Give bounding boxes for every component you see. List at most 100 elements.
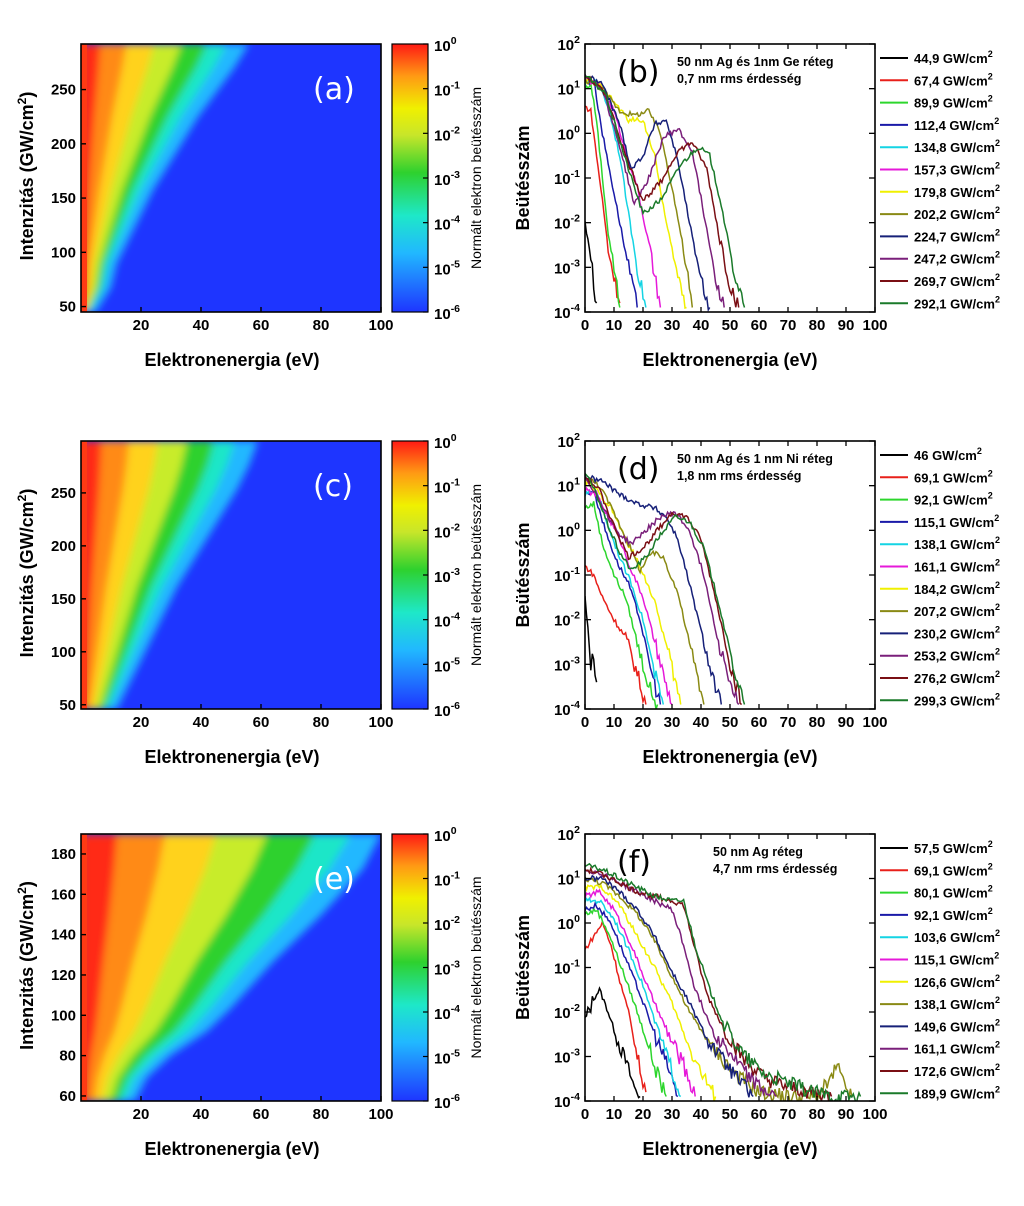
series-group — [585, 862, 862, 1101]
colorbar-tick-label: 10-6 — [434, 700, 460, 720]
annotation-line: 0,7 nm rms érdesség — [677, 72, 801, 86]
series-line — [585, 862, 862, 1101]
colorbar-title: Normált elektron beütésszám — [468, 484, 484, 666]
legend-label: 161,1 GW/cm2 — [914, 1040, 1000, 1057]
series-line — [585, 472, 746, 705]
heatmap-panel-a: 20 40 60 80 100 50 100 150 200 250 Elektronenergia… — [15, 35, 484, 370]
x-tick-label: 60 — [253, 714, 270, 731]
y-tick-label: 10-1 — [554, 168, 580, 188]
x-tick-label: 90 — [838, 714, 855, 731]
legend-label: 179,8 GW/cm2 — [914, 183, 1000, 200]
y-tick-label: 180 — [51, 846, 76, 863]
annotation-line: 50 nm Ag és 1 nm Ni réteg — [677, 452, 833, 466]
x-tick-label: 0 — [581, 714, 589, 731]
y-tick-label: 150 — [51, 591, 76, 608]
y-tick-label: 10-1 — [554, 958, 580, 978]
colorbar-tick-label: 10-5 — [434, 258, 460, 278]
y-tick-label: 50 — [59, 299, 76, 316]
y-tick-label: 250 — [51, 485, 76, 502]
legend-label: 46 GW/cm2 — [914, 446, 982, 463]
x-tick-label: 100 — [862, 317, 887, 334]
legend-label: 138,1 GW/cm2 — [914, 535, 1000, 552]
colorbar-tick-label: 10-2 — [434, 914, 460, 934]
x-tick-label: 30 — [664, 1106, 681, 1123]
series-line — [585, 919, 647, 1093]
x-tick-label: 60 — [253, 317, 270, 334]
colorbar-tick-label: 10-3 — [434, 169, 460, 189]
legend-label: 224,7 GW/cm2 — [914, 227, 1000, 244]
x-tick-label: 20 — [635, 1106, 652, 1123]
legend-label: 89,9 GW/cm2 — [914, 94, 993, 111]
colorbar-tick-label: 10-1 — [434, 477, 460, 497]
x-tick-label: 10 — [606, 317, 623, 334]
x-tick-label: 50 — [722, 1106, 739, 1123]
legend-label: 57,5 GW/cm2 — [914, 839, 993, 856]
colorbar — [391, 833, 429, 1102]
y-tick-label: 10-4 — [554, 1091, 580, 1111]
colorbar-title: Normált elektron beütésszám — [468, 876, 484, 1058]
panel-label: (e) — [313, 862, 355, 897]
series-line — [585, 901, 679, 1098]
heatmap-edge — [81, 441, 87, 709]
x-tick-label: 50 — [722, 714, 739, 731]
x-axis-title: Elektronenergia (eV) — [144, 1139, 319, 1159]
series-group — [585, 472, 746, 709]
legend-label: 92,1 GW/cm2 — [914, 906, 993, 923]
x-axis-title: Elektronenergia (eV) — [642, 1139, 817, 1159]
y-tick-label: 10-2 — [554, 1002, 580, 1022]
legend-label: 69,1 GW/cm2 — [914, 468, 993, 485]
x-tick-label: 80 — [809, 714, 826, 731]
series-line — [585, 501, 659, 709]
annotation-line: 1,8 nm rms érdesség — [677, 469, 801, 483]
x-tick-label: 70 — [780, 1106, 797, 1123]
y-tick-label: 10-1 — [554, 565, 580, 585]
colorbar-tick-label: 10-5 — [434, 1048, 460, 1068]
series-line — [585, 490, 662, 705]
colorbar-tick-label: 10-1 — [434, 80, 460, 100]
legend-label: 134,8 GW/cm2 — [914, 138, 1000, 155]
colorbar-tick-label: 10-2 — [434, 521, 460, 541]
legend-label: 92,1 GW/cm2 — [914, 491, 993, 508]
y-axis-title: Intenzitás (GW/cm2) — [15, 881, 37, 1050]
x-tick-label: 10 — [606, 1106, 623, 1123]
y-tick-label: 140 — [51, 927, 76, 944]
series-line — [585, 476, 740, 705]
x-tick-label: 40 — [193, 317, 210, 334]
y-tick-label: 102 — [557, 824, 580, 844]
x-tick-label: 40 — [693, 1106, 710, 1123]
y-tick-label: 101 — [557, 79, 580, 99]
line-plot-panel-f: 0 10 20 30 40 50 60 70 80 90 100 10-4 10-3 10-2 10-1 10… — [513, 824, 1000, 1159]
colorbar-tick-label: 100 — [434, 35, 457, 55]
panel-label: (c) — [313, 469, 353, 504]
y-axis-title: Beütésszám — [513, 125, 533, 230]
line-plot-panel-d: 0 10 20 30 40 50 60 70 80 90 100 10-4 10-3 10-2 10-1 10… — [513, 431, 1000, 767]
legend-label: 115,1 GW/cm2 — [914, 513, 999, 530]
colorbar-tick-label: 100 — [434, 825, 457, 845]
colorbar-tick-label: 10-4 — [434, 214, 460, 234]
heatmap-panel-e: 20 40 60 80 100 60 80 100 120 140 160 180 Elektronen… — [15, 825, 484, 1159]
x-tick-label: 20 — [635, 714, 652, 731]
heatmap-panel-c: 20 40 60 80 100 50 100 150 200 250 Elektronenergia… — [15, 432, 484, 767]
colorbar-tick-label: 10-6 — [434, 1092, 460, 1112]
panel-label: (d) — [617, 452, 659, 487]
plot-frame — [80, 43, 382, 313]
series-line — [585, 78, 647, 308]
series-line — [585, 564, 647, 705]
series-line — [585, 883, 717, 1101]
series-line — [585, 74, 725, 308]
x-tick-label: 20 — [133, 317, 150, 334]
y-axis-title: Beütésszám — [513, 522, 533, 627]
legend-label: 69,1 GW/cm2 — [914, 861, 993, 878]
y-tick-label: 102 — [557, 34, 580, 54]
legend-label: 103,6 GW/cm2 — [914, 928, 1000, 945]
y-tick-label: 10-3 — [554, 654, 580, 674]
x-tick-label: 70 — [780, 317, 797, 334]
y-axis-title: Beütésszám — [513, 915, 533, 1020]
legend-label: 253,2 GW/cm2 — [914, 647, 1000, 664]
y-tick-label: 101 — [557, 869, 580, 889]
heatmap-band-0 — [81, 834, 117, 1101]
x-axis-title: Elektronenergia (eV) — [144, 747, 319, 767]
legend-label: 207,2 GW/cm2 — [914, 602, 1000, 619]
y-tick-label: 200 — [51, 538, 76, 555]
colorbar-tick-label: 10-2 — [434, 124, 460, 144]
